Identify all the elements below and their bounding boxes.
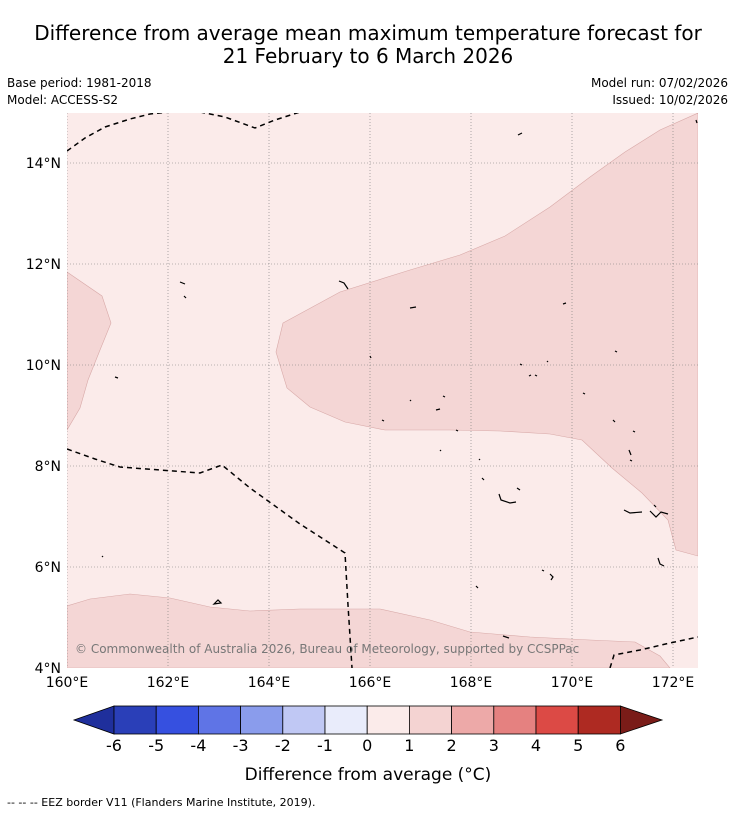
colorbar-tick-label: -4 <box>190 736 206 755</box>
colorbar-tick-label: 6 <box>615 736 625 755</box>
colorbar-swatch <box>324 705 368 735</box>
longitude-labels: 160°E 162°E 164°E 166°E 168°E 170°E 172°… <box>46 675 695 691</box>
lat-label: 6°N <box>35 560 61 576</box>
title-line-1: Difference from average mean maximum tem… <box>34 21 702 45</box>
lat-label: 14°N <box>26 156 61 172</box>
latitude-labels: 14°N 12°N 10°N 8°N 6°N 4°N <box>26 156 61 677</box>
colorbar-swatch <box>240 705 284 735</box>
colorbar-extend-low <box>72 705 115 735</box>
eez-borders <box>67 113 698 668</box>
lon-label: 164°E <box>248 675 291 691</box>
lon-label: 170°E <box>551 675 594 691</box>
colorbar-tick-label: 0 <box>362 736 372 755</box>
base-period: Base period: 1981-2018 <box>7 76 152 90</box>
anomaly-region-central <box>275 113 698 557</box>
metadata-right: Model run: 07/02/2026 Issued: 10/02/2026 <box>591 75 728 109</box>
colorbar-tick-label: 5 <box>573 736 583 755</box>
lon-label: 166°E <box>349 675 392 691</box>
lat-label: 12°N <box>26 257 61 273</box>
lat-label: 10°N <box>26 358 61 374</box>
eez-footnote: -- -- -- EEZ border V11 (Flanders Marine… <box>7 796 316 809</box>
colorbar-tick-label: 2 <box>447 736 457 755</box>
copyright-notice: © Commonwealth of Australia 2026, Bureau… <box>75 642 579 656</box>
anomaly-region-south <box>67 593 671 668</box>
colorbar-swatch <box>577 705 621 735</box>
model-run: Model run: 07/02/2026 <box>590 76 728 90</box>
lon-label: 160°E <box>46 675 89 691</box>
colorbar-swatch <box>451 705 495 735</box>
colorbar-swatch <box>493 705 537 735</box>
metadata-left: Base period: 1981-2018 Model: ACCESS-S2 <box>7 75 152 109</box>
lon-label: 168°E <box>450 675 493 691</box>
colorbar <box>72 705 664 735</box>
colorbar-swatch <box>113 705 157 735</box>
colorbar-swatch <box>197 705 241 735</box>
graticule <box>67 113 698 668</box>
title-line-2: 21 February to 6 March 2026 <box>222 44 514 68</box>
map-area: © Commonwealth of Australia 2026, Bureau… <box>67 113 698 668</box>
colorbar-tick-label: -6 <box>106 736 122 755</box>
colorbar-ticks: -6 -5 -4 -3 -2 -1 0 1 2 3 4 5 6 <box>106 736 625 755</box>
colorbar-tick-label: -2 <box>275 736 291 755</box>
colorbar-tick-label: -3 <box>233 736 249 755</box>
lon-label: 162°E <box>147 675 190 691</box>
colorbar-tick-label: 3 <box>489 736 499 755</box>
colorbar-tick-label: -1 <box>317 736 333 755</box>
colorbar-swatch <box>282 705 326 735</box>
colorbar-extend-high <box>620 705 664 735</box>
colorbar-swatch <box>408 705 452 735</box>
colorbar-swatch <box>155 705 199 735</box>
colorbar-tick-label: 1 <box>404 736 414 755</box>
islands <box>101 119 698 639</box>
lon-label: 172°E <box>652 675 695 691</box>
map-title: Difference from average mean maximum tem… <box>0 22 736 68</box>
lat-label: 4°N <box>35 661 61 677</box>
colorbar-swatch <box>366 705 410 735</box>
colorbar-label: Difference from average (°C) <box>245 765 492 785</box>
issued-date: Issued: 10/02/2026 <box>612 93 728 107</box>
lat-label: 8°N <box>35 459 61 475</box>
colorbar-swatch <box>535 705 579 735</box>
colorbar-tick-label: 4 <box>531 736 541 755</box>
colorbar-tick-label: -5 <box>148 736 164 755</box>
model-name: Model: ACCESS-S2 <box>7 93 119 107</box>
